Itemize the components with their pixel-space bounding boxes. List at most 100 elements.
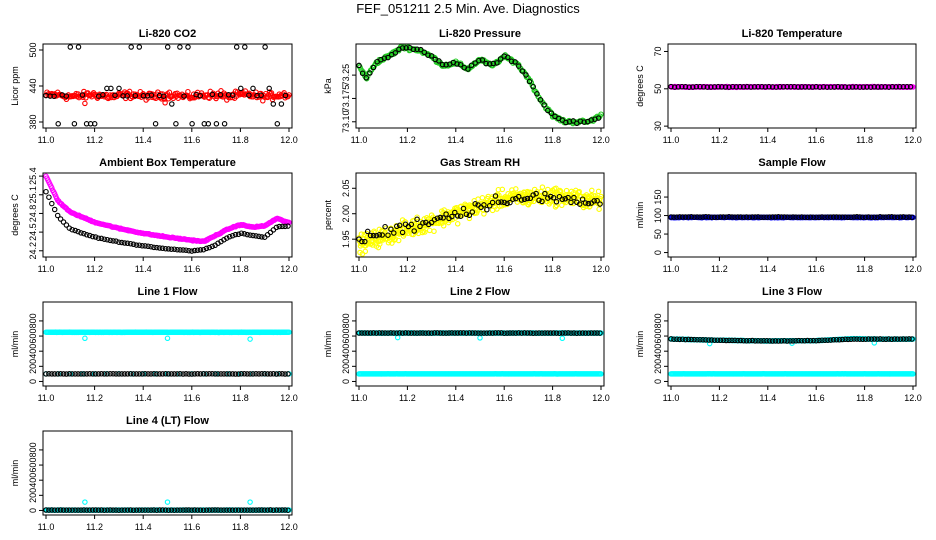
data-point	[142, 507, 148, 513]
data-point	[824, 84, 830, 90]
x-tick-label: 11.2	[86, 264, 103, 274]
chart-title: Line 3 Flow	[762, 286, 822, 298]
data-point	[241, 371, 248, 377]
data-point	[449, 213, 455, 220]
data-point	[218, 371, 224, 377]
data-point	[755, 214, 761, 220]
data-point	[238, 371, 245, 377]
data-point	[907, 84, 914, 90]
data-point	[501, 199, 507, 206]
data-point	[813, 214, 819, 220]
data-point	[229, 232, 236, 239]
x-tick-label: 12.0	[280, 264, 298, 274]
data-point	[685, 214, 692, 220]
data-point	[454, 61, 460, 67]
data-point	[376, 232, 383, 238]
data-point	[787, 338, 793, 344]
data-point	[515, 193, 522, 200]
data-point	[853, 84, 859, 90]
data-point	[232, 231, 239, 238]
x-tick-label: 11.4	[447, 264, 464, 274]
data-point	[521, 196, 528, 203]
data-point	[766, 84, 772, 90]
data-point	[84, 507, 90, 513]
data-point	[282, 371, 288, 377]
y-tick-label: 400	[28, 473, 38, 488]
data-point	[168, 371, 175, 377]
data-point	[282, 223, 288, 230]
data-point	[63, 93, 70, 99]
data-point	[164, 499, 171, 505]
data-point	[457, 330, 464, 336]
data-point	[191, 247, 198, 254]
data-point	[104, 371, 110, 377]
data-point	[708, 214, 715, 220]
data-point	[75, 44, 82, 50]
data-point	[235, 231, 242, 238]
data-point	[830, 337, 837, 343]
data-point	[95, 235, 102, 241]
x-tick-label: 11.4	[759, 393, 776, 403]
data-point	[414, 330, 420, 336]
data-point	[244, 231, 250, 238]
x-tick-label: 11.6	[183, 264, 200, 274]
data-point	[518, 197, 525, 203]
data-point	[139, 507, 145, 513]
data-point	[796, 337, 802, 344]
data-point	[883, 336, 889, 343]
data-point	[801, 214, 808, 220]
data-point	[565, 330, 571, 336]
data-point	[66, 507, 73, 513]
data-point	[81, 230, 87, 237]
data-point	[562, 330, 568, 336]
data-point	[60, 371, 67, 377]
data-point	[796, 214, 802, 220]
chart-panel: Line 4 (LT) Flow 11.0 11.2 11.4 11.6 11.8 12.0…	[10, 415, 298, 532]
data-point	[579, 196, 586, 202]
data-point	[900, 336, 907, 342]
data-point	[891, 214, 898, 220]
data-point	[534, 91, 540, 97]
y-axis-label: ml/min	[635, 331, 645, 358]
x-tick-label: 11.8	[232, 393, 249, 403]
data-point	[434, 330, 441, 336]
x-tick-label: 11.8	[856, 393, 873, 403]
x-tick-label: 11.4	[759, 264, 776, 274]
data-point	[232, 507, 239, 513]
data-point	[110, 238, 116, 244]
data-points	[356, 330, 604, 377]
y-tick-label: 30	[653, 121, 663, 131]
y-axis-label: Licor ppm	[10, 66, 20, 106]
data-points	[668, 83, 916, 91]
data-point	[515, 330, 522, 336]
data-point	[63, 222, 70, 228]
y-tick-label: 200	[341, 359, 351, 374]
data-point	[594, 330, 600, 336]
data-point	[518, 330, 525, 336]
data-point	[524, 195, 531, 202]
data-point	[888, 336, 895, 343]
plot-frame	[667, 172, 917, 258]
data-point	[403, 45, 409, 51]
data-point	[159, 245, 166, 252]
data-point	[267, 91, 274, 97]
data-point	[877, 214, 883, 220]
y-tick-label: 25.1	[28, 186, 38, 204]
plot-frame	[42, 172, 293, 258]
data-point	[72, 227, 78, 234]
x-tick-label: 11.0	[38, 135, 55, 145]
chart-panel: Li-820 CO2 11.0 11.2 11.4 11.6 11.8 12.0 380 440…	[10, 28, 298, 145]
data-point	[185, 88, 191, 95]
data-points	[43, 329, 292, 377]
data-point	[425, 52, 431, 58]
data-point	[897, 336, 904, 342]
data-point	[165, 507, 172, 513]
data-point	[791, 84, 798, 90]
data-point	[460, 205, 467, 212]
data-point	[95, 507, 102, 513]
data-point	[886, 214, 892, 220]
data-point	[679, 214, 686, 220]
data-point	[510, 330, 516, 336]
data-point	[261, 507, 268, 513]
data-point	[463, 330, 470, 336]
